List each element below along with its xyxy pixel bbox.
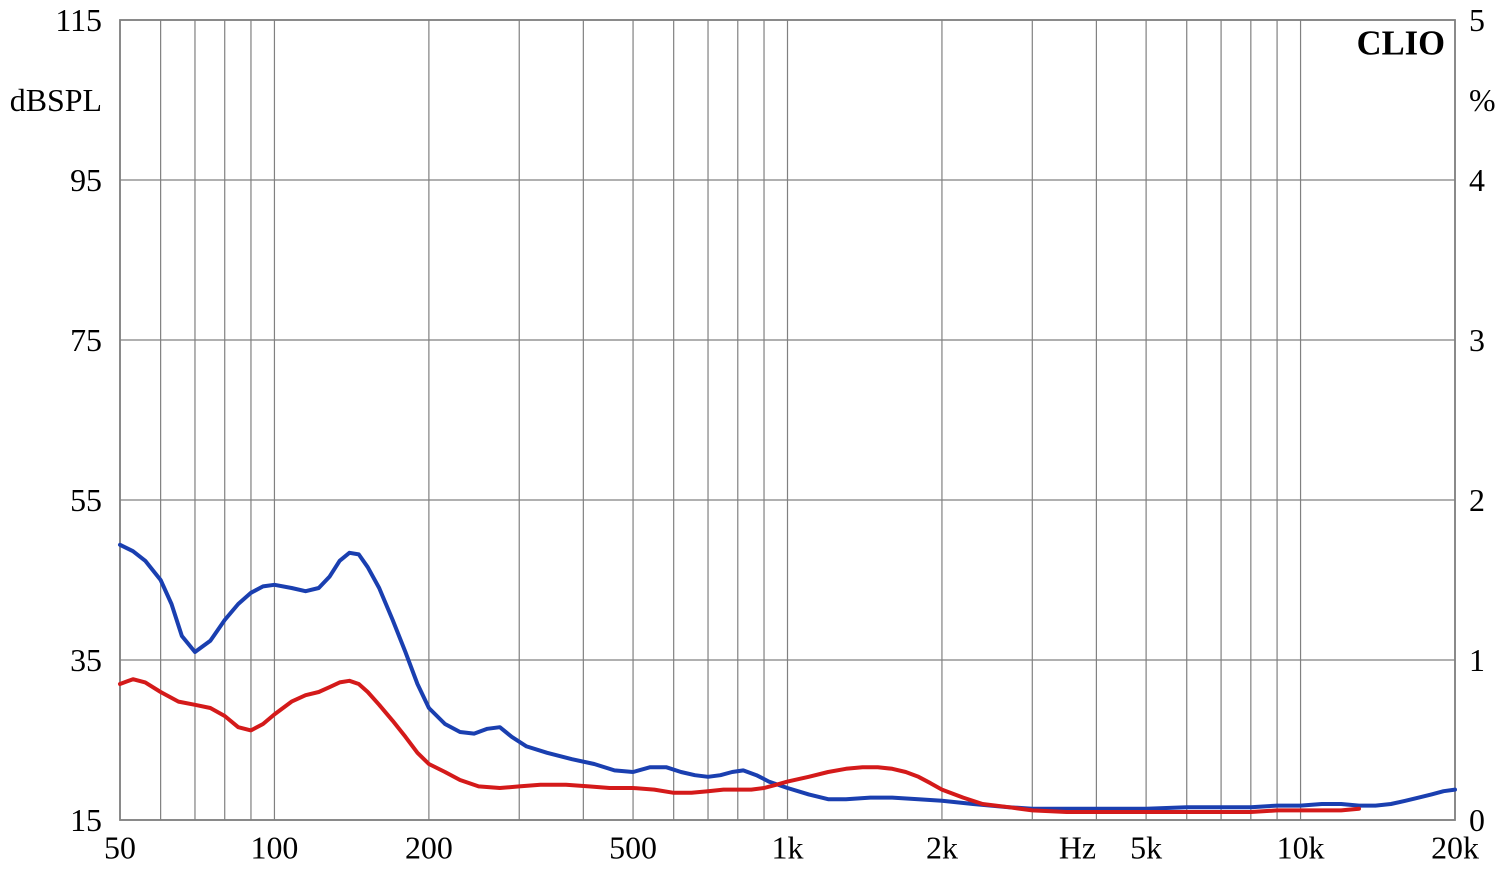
y-right-unit: % xyxy=(1469,83,1496,118)
x-tick: 100 xyxy=(251,830,299,865)
x-tick: 5k xyxy=(1130,830,1162,865)
x-tick: 1k xyxy=(772,830,804,865)
y-left-unit: dBSPL xyxy=(10,83,102,118)
x-tick: 500 xyxy=(609,830,657,865)
x-unit-label: Hz xyxy=(1059,830,1096,865)
y-right-tick: 1 xyxy=(1469,643,1485,678)
frequency-response-chart: 1535557595115dBSPL012345%501002005001k2k… xyxy=(0,0,1500,885)
y-left-tick: 95 xyxy=(70,163,102,198)
chart-container: 1535557595115dBSPL012345%501002005001k2k… xyxy=(0,0,1500,885)
x-tick: 10k xyxy=(1277,830,1325,865)
x-tick: 200 xyxy=(405,830,453,865)
y-right-tick: 5 xyxy=(1469,3,1485,38)
y-left-tick: 75 xyxy=(70,323,102,358)
y-left-tick: 115 xyxy=(55,3,102,38)
y-right-tick: 4 xyxy=(1469,163,1485,198)
y-left-tick: 55 xyxy=(70,483,102,518)
y-right-tick: 2 xyxy=(1469,483,1485,518)
y-right-tick: 3 xyxy=(1469,323,1485,358)
y-left-tick: 15 xyxy=(70,803,102,838)
x-tick: 50 xyxy=(104,830,136,865)
x-tick: 20k xyxy=(1431,830,1479,865)
brand-label: CLIO xyxy=(1357,25,1445,63)
y-left-tick: 35 xyxy=(70,643,102,678)
x-tick: 2k xyxy=(926,830,958,865)
